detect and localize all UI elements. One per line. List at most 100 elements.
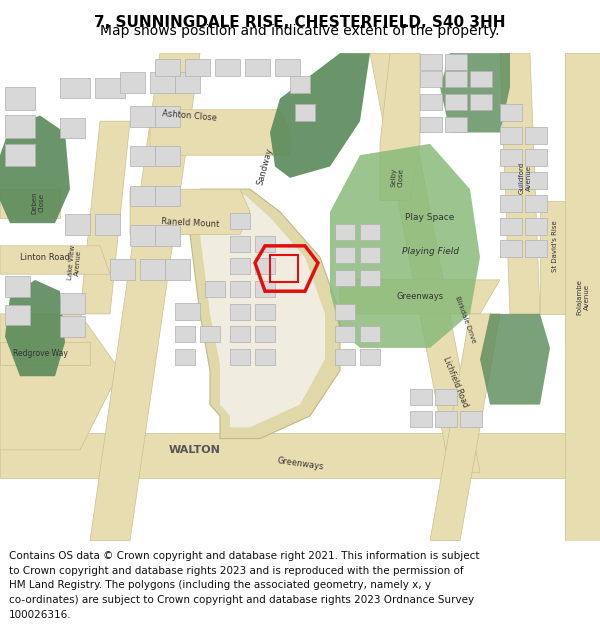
Bar <box>230 281 250 297</box>
Text: Birkdale Drive: Birkdale Drive <box>454 296 476 344</box>
Bar <box>255 349 275 365</box>
Bar <box>360 349 380 365</box>
Bar <box>295 104 315 121</box>
Bar <box>230 258 250 274</box>
Bar <box>255 236 275 251</box>
Polygon shape <box>540 201 600 314</box>
Bar <box>245 59 270 76</box>
Polygon shape <box>370 53 480 472</box>
Bar <box>445 94 467 110</box>
Bar <box>130 226 155 246</box>
Bar <box>500 104 522 121</box>
Bar <box>130 106 155 127</box>
Bar <box>335 224 355 240</box>
Bar <box>435 389 457 404</box>
Polygon shape <box>340 280 500 314</box>
Bar <box>120 72 145 92</box>
Text: Folajambe
Avenue: Folajambe Avenue <box>577 279 589 315</box>
Bar <box>130 186 155 206</box>
Bar <box>410 389 432 404</box>
Bar <box>410 411 432 428</box>
Text: co-ordinates) are subject to Crown copyright and database rights 2023 Ordnance S: co-ordinates) are subject to Crown copyr… <box>9 595 474 605</box>
Bar <box>500 172 522 189</box>
Bar <box>95 214 120 234</box>
Polygon shape <box>190 189 340 439</box>
Bar <box>185 59 210 76</box>
Polygon shape <box>0 314 120 450</box>
Bar <box>255 281 275 297</box>
Bar <box>360 269 380 286</box>
Bar <box>175 72 200 92</box>
Bar <box>445 54 467 70</box>
Text: Greenways: Greenways <box>397 292 443 301</box>
Polygon shape <box>480 314 550 404</box>
Bar <box>60 316 85 336</box>
Polygon shape <box>0 116 70 223</box>
Polygon shape <box>90 53 200 541</box>
Text: Ashton Close: Ashton Close <box>162 109 218 122</box>
Bar <box>445 117 467 132</box>
Bar <box>335 326 355 342</box>
Bar <box>525 127 547 144</box>
Bar <box>155 226 180 246</box>
Bar <box>5 87 35 110</box>
Polygon shape <box>80 121 130 314</box>
Text: Linton Road: Linton Road <box>20 253 70 262</box>
Bar <box>5 305 30 325</box>
Bar <box>360 247 380 263</box>
Bar <box>230 236 250 251</box>
Bar <box>420 117 442 132</box>
Bar <box>150 72 175 92</box>
Polygon shape <box>270 53 370 178</box>
Bar <box>65 214 90 234</box>
Bar <box>435 411 457 428</box>
Polygon shape <box>5 280 65 376</box>
Bar <box>255 258 275 274</box>
Polygon shape <box>0 342 90 365</box>
Bar <box>470 94 492 110</box>
Bar <box>360 326 380 342</box>
Bar <box>60 118 85 138</box>
Polygon shape <box>500 53 540 314</box>
Text: Redgrove Way: Redgrove Way <box>13 349 67 358</box>
Text: Lake View
Avenue: Lake View Avenue <box>67 245 83 281</box>
Polygon shape <box>150 110 290 155</box>
Polygon shape <box>130 189 250 234</box>
Bar <box>230 349 250 365</box>
Bar <box>420 71 442 87</box>
Bar <box>525 240 547 258</box>
Bar <box>155 186 180 206</box>
Bar <box>230 326 250 342</box>
Bar <box>275 59 300 76</box>
Text: Guildford
Avenue: Guildford Avenue <box>518 162 532 194</box>
Bar <box>360 224 380 240</box>
Bar <box>335 269 355 286</box>
Bar <box>130 146 155 166</box>
Bar <box>335 247 355 263</box>
Text: Map shows position and indicative extent of the property.: Map shows position and indicative extent… <box>100 24 500 38</box>
Bar <box>155 146 180 166</box>
Bar <box>175 326 195 342</box>
Text: Lichfield Road: Lichfield Road <box>441 355 469 409</box>
Text: Selby
Close: Selby Close <box>390 168 404 187</box>
Bar <box>420 54 442 70</box>
Polygon shape <box>440 53 510 132</box>
Bar <box>165 259 190 280</box>
Bar <box>525 217 547 234</box>
Bar <box>175 349 195 365</box>
Bar <box>155 106 180 127</box>
Polygon shape <box>200 195 325 428</box>
Bar <box>335 349 355 365</box>
Bar <box>155 59 180 76</box>
Bar <box>525 195 547 212</box>
Text: Play Space: Play Space <box>406 213 455 222</box>
Text: 100026316.: 100026316. <box>9 610 71 620</box>
Text: HM Land Registry. The polygons (including the associated geometry, namely x, y: HM Land Registry. The polygons (includin… <box>9 580 431 590</box>
Polygon shape <box>380 53 420 201</box>
Bar <box>200 326 220 342</box>
Polygon shape <box>330 144 480 348</box>
Bar <box>500 240 522 258</box>
Text: Contains OS data © Crown copyright and database right 2021. This information is : Contains OS data © Crown copyright and d… <box>9 551 479 561</box>
Bar <box>255 326 275 342</box>
Bar <box>230 213 250 229</box>
